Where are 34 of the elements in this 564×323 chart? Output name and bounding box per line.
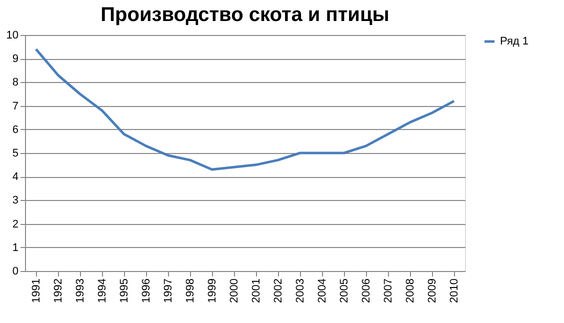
x-tick-label: 1998 (184, 278, 196, 303)
x-tick-label: 2005 (338, 278, 350, 303)
x-tick-label: 1994 (96, 278, 108, 303)
y-tick-label: 8 (12, 76, 18, 89)
x-tick-label: 1997 (162, 278, 174, 303)
y-tick-label: 9 (12, 53, 18, 66)
y-tick-label: 5 (12, 148, 18, 160)
x-tick-label: 2004 (316, 278, 328, 303)
x-tick-label: 2002 (272, 278, 284, 303)
x-tick-label: 1996 (140, 278, 152, 303)
x-tick-label: 1993 (74, 278, 86, 303)
y-tick-label: 6 (12, 124, 18, 136)
legend-label: Ряд 1 (500, 36, 529, 48)
x-tick-label: 2006 (360, 278, 372, 303)
x-tick-label: 1991 (30, 278, 42, 303)
x-tick-label: 1992 (52, 278, 64, 303)
y-tick-label: 1 (12, 242, 18, 254)
y-tick-label: 0 (12, 266, 18, 278)
line-series (34, 48, 456, 171)
y-tick-label: 3 (12, 194, 18, 207)
chart-title: Производство скота и птицы (100, 4, 390, 26)
x-tick-label: 2000 (228, 278, 240, 303)
x-tick-label: 2001 (250, 278, 262, 303)
y-tick-label: 10 (6, 30, 18, 42)
y-tick-label: 2 (12, 218, 18, 230)
x-tick-label: 1999 (206, 278, 218, 303)
x-tick-label: 2003 (294, 278, 306, 303)
x-tick-label: 2010 (448, 278, 460, 303)
x-tick-label: 1995 (118, 278, 130, 303)
x-tick-label: 2008 (404, 278, 416, 303)
x-tick-label: 2007 (382, 278, 394, 303)
y-tick-label: 7 (12, 100, 18, 112)
y-tick-label: 4 (12, 171, 18, 184)
x-tick-label: 2009 (426, 278, 438, 303)
